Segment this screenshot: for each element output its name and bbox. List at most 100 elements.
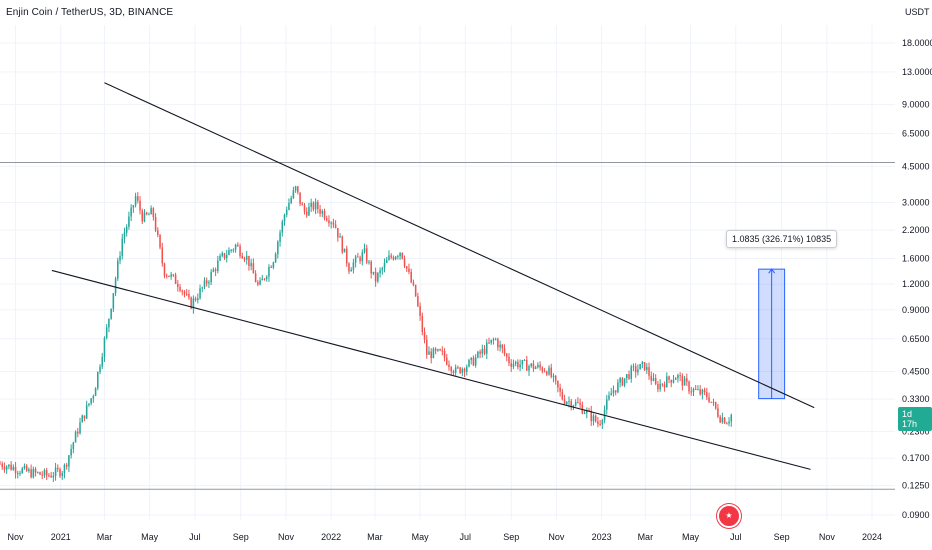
candle-body bbox=[112, 293, 115, 309]
candle-body bbox=[43, 470, 46, 476]
grid bbox=[0, 25, 895, 520]
candle-body bbox=[312, 202, 315, 210]
candle-body bbox=[28, 469, 30, 472]
candle-body bbox=[670, 379, 673, 383]
us-flag-icon[interactable]: ★ bbox=[717, 504, 741, 528]
candle-body bbox=[621, 378, 624, 386]
x-tick-label: 2021 bbox=[51, 532, 71, 542]
candle-body bbox=[510, 363, 512, 367]
candle-body bbox=[168, 275, 170, 277]
candle-body bbox=[52, 475, 55, 478]
candle-body bbox=[666, 376, 668, 388]
candle-body bbox=[712, 401, 715, 403]
candle-body bbox=[108, 318, 110, 328]
candle-body bbox=[499, 344, 501, 348]
candle-body bbox=[57, 467, 59, 470]
x-tick-label: 2022 bbox=[321, 532, 341, 542]
candle-body bbox=[463, 368, 466, 372]
candle-body bbox=[430, 351, 432, 359]
candle-body bbox=[445, 357, 448, 365]
candle-body bbox=[221, 253, 224, 256]
candle-body bbox=[470, 357, 472, 360]
candle-body bbox=[10, 464, 12, 470]
candle-body bbox=[479, 351, 481, 354]
candle-body bbox=[290, 197, 292, 203]
candle-body bbox=[385, 260, 388, 263]
candle-body bbox=[588, 410, 590, 412]
chart-title: Enjin Coin / TetherUS, 3D, BINANCE bbox=[6, 7, 174, 18]
candle-body bbox=[497, 339, 499, 348]
candle-body bbox=[599, 423, 601, 425]
candle-body bbox=[654, 378, 657, 385]
candle-body bbox=[410, 271, 412, 283]
candle-body bbox=[423, 332, 426, 340]
candle-body bbox=[706, 392, 708, 398]
measure-box[interactable] bbox=[758, 268, 786, 400]
candle-body bbox=[717, 408, 719, 417]
candle-body bbox=[628, 374, 630, 379]
candle-body bbox=[61, 473, 64, 477]
candle-body bbox=[179, 286, 181, 291]
candle-body bbox=[130, 207, 132, 217]
candle-body bbox=[419, 306, 421, 317]
candle-body bbox=[350, 269, 352, 272]
x-tick-label: Nov bbox=[278, 532, 295, 542]
candle-body bbox=[0, 463, 1, 465]
candle-body bbox=[292, 190, 295, 198]
candle-body bbox=[399, 252, 401, 257]
candle-body bbox=[570, 401, 573, 408]
candle-body bbox=[519, 364, 521, 368]
candle-body bbox=[170, 274, 172, 277]
y-tick-label: 13.0000 bbox=[902, 67, 932, 77]
candle-body bbox=[137, 196, 139, 201]
candle-body bbox=[303, 205, 306, 212]
candle-body bbox=[688, 381, 690, 392]
candle-body bbox=[508, 356, 510, 364]
candle-body bbox=[490, 339, 492, 343]
candle-body bbox=[694, 388, 697, 390]
candle-body bbox=[728, 421, 730, 424]
candle-body bbox=[223, 253, 226, 259]
x-tick-label: May bbox=[682, 532, 700, 542]
candle-body bbox=[472, 357, 475, 366]
candle-body bbox=[77, 431, 79, 434]
candle-body bbox=[332, 222, 335, 225]
candle-body bbox=[494, 339, 497, 341]
candle-body bbox=[145, 212, 148, 215]
candle-body bbox=[648, 367, 650, 376]
candle-body bbox=[563, 399, 566, 405]
candle-body bbox=[459, 367, 461, 374]
candle-body bbox=[125, 226, 128, 233]
x-tick-label: Sep bbox=[233, 532, 249, 542]
candle-body bbox=[48, 475, 50, 477]
candle-body bbox=[263, 278, 266, 280]
candle-body bbox=[726, 423, 728, 425]
candle-body bbox=[661, 383, 664, 385]
candle-body bbox=[103, 338, 106, 357]
y-tick-label: 1.6000 bbox=[902, 254, 930, 264]
candle-body bbox=[377, 273, 379, 282]
y-tick-label: 18.0000 bbox=[902, 38, 932, 48]
candle-body bbox=[243, 258, 246, 260]
x-tick-label: Jul bbox=[460, 532, 472, 542]
candle-body bbox=[161, 247, 164, 264]
candle-body bbox=[721, 417, 724, 423]
candle-body bbox=[708, 397, 710, 402]
candle-body bbox=[74, 431, 77, 443]
candle-body bbox=[8, 464, 10, 467]
candle-body bbox=[239, 246, 241, 256]
trendlines[interactable] bbox=[51, 82, 815, 470]
candle-body bbox=[412, 282, 415, 285]
candle-body bbox=[97, 371, 99, 389]
candle-body bbox=[341, 236, 344, 253]
candle-body bbox=[517, 361, 519, 368]
candle-body bbox=[152, 208, 155, 217]
candle-body bbox=[539, 364, 541, 368]
candle-body bbox=[683, 378, 686, 386]
candle-body bbox=[88, 403, 90, 406]
candle-body bbox=[408, 268, 410, 272]
candle-body bbox=[541, 367, 544, 372]
candle-body bbox=[608, 395, 610, 400]
candle-body bbox=[281, 221, 284, 233]
